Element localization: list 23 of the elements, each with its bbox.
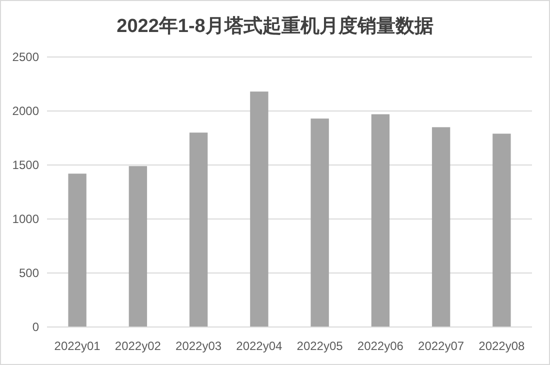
- x-tick-label: 2022y05: [296, 339, 344, 353]
- x-tick-label: 2022y02: [114, 339, 162, 353]
- y-tick-label: 500: [18, 266, 40, 280]
- x-tick-label: 2022y08: [478, 339, 526, 353]
- bar: [128, 166, 148, 327]
- bar: [432, 127, 450, 327]
- bar: [250, 92, 268, 327]
- y-tick-label: 2000: [12, 104, 40, 118]
- x-tick-label: 2022y06: [357, 339, 404, 353]
- bar: [310, 118, 329, 327]
- x-tick-label: 2022y01: [54, 339, 101, 353]
- bar: [492, 134, 511, 327]
- y-tick-label: 0: [32, 320, 40, 334]
- chart-title: 2022年1-8月塔式起重机月度销量数据: [116, 15, 434, 37]
- x-tick-label: 2022y04: [236, 339, 283, 353]
- bar: [371, 114, 390, 327]
- x-tick-label: 2022y03: [176, 339, 222, 353]
- y-tick-label: 1500: [12, 158, 40, 172]
- y-tick-label: 2500: [12, 50, 40, 64]
- bar: [189, 132, 208, 327]
- x-tick-label: 2022y07: [418, 339, 464, 353]
- y-tick-label: 1000: [12, 212, 40, 226]
- bar: [68, 174, 86, 327]
